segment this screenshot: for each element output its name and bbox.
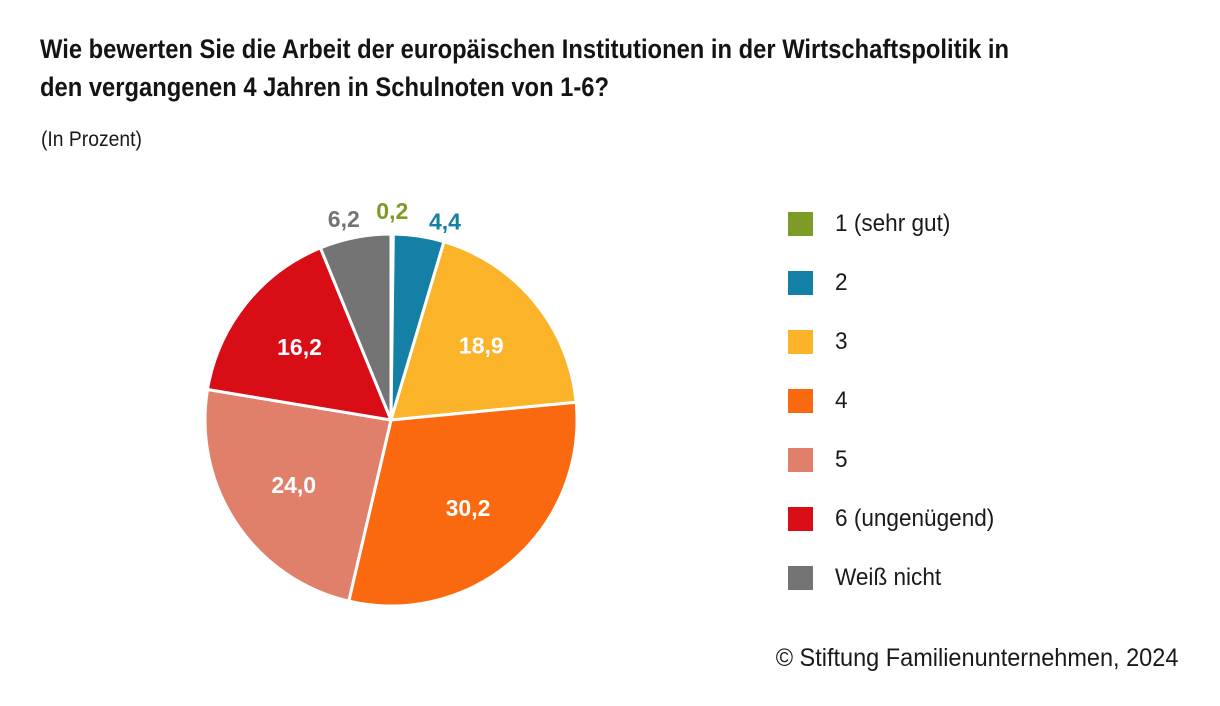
legend-swatch bbox=[788, 329, 813, 354]
legend-item-5: 5 bbox=[788, 445, 1004, 473]
legend-item-2: 2 bbox=[788, 268, 1004, 296]
legend-label: 3 bbox=[835, 327, 848, 355]
legend-label: 1 (sehr gut) bbox=[835, 209, 951, 237]
pie-chart: 0,2 4,4 18,9 30,2 24,0 16,2 6,2 bbox=[203, 198, 579, 608]
slice-value-label: 30,2 bbox=[446, 495, 491, 521]
legend-swatch bbox=[788, 565, 813, 590]
legend-label: 6 (ungenügend) bbox=[835, 504, 995, 532]
legend-swatch bbox=[788, 388, 813, 413]
slice-value-label: 24,0 bbox=[271, 472, 316, 498]
legend-item-7: Weiß nicht bbox=[788, 563, 1004, 591]
slice-value-label: 4,4 bbox=[429, 208, 461, 234]
slice-value-label: 6,2 bbox=[328, 206, 360, 232]
legend-item-3: 3 bbox=[788, 327, 1004, 355]
legend-item-4: 4 bbox=[788, 386, 1004, 414]
chart-title-line-2: den vergangenen 4 Jahren in Schulnoten v… bbox=[40, 72, 610, 102]
pie-slice-4 bbox=[347, 400, 579, 608]
legend-swatch bbox=[788, 447, 813, 472]
chart-title: Wie bewerten Sie die Arbeit der europäis… bbox=[40, 30, 1141, 106]
pie-slice-6-ungen-gend- bbox=[206, 246, 393, 422]
legend-swatch bbox=[788, 270, 813, 295]
legend-swatch bbox=[788, 211, 813, 236]
legend-swatch bbox=[788, 506, 813, 531]
legend-label: 2 bbox=[835, 268, 848, 296]
legend-item-1: 1 (sehr gut) bbox=[788, 209, 1004, 237]
legend-label: 4 bbox=[835, 386, 848, 414]
slice-value-label: 18,9 bbox=[459, 333, 504, 359]
legend-item-6: 6 (ungenügend) bbox=[788, 504, 1004, 532]
legend-label: 5 bbox=[835, 445, 848, 473]
slice-value-label: 0,2 bbox=[376, 198, 408, 224]
chart-subtitle: (In Prozent) bbox=[41, 128, 142, 151]
chart-legend: 1 (sehr gut) 2 3 4 5 6 (ungenügend) Weiß nicht bbox=[788, 209, 1004, 591]
legend-label: Weiß nicht bbox=[835, 563, 942, 591]
slice-value-label: 16,2 bbox=[277, 334, 322, 360]
pie-slice-wei-nicht bbox=[318, 232, 393, 422]
source-attribution: © Stiftung Familienunternehmen, 2024 bbox=[775, 644, 1178, 672]
pie-slice-3 bbox=[389, 240, 578, 422]
pie-slice-5 bbox=[203, 387, 393, 603]
chart-title-line-1: Wie bewerten Sie die Arbeit der europäis… bbox=[40, 34, 1010, 64]
